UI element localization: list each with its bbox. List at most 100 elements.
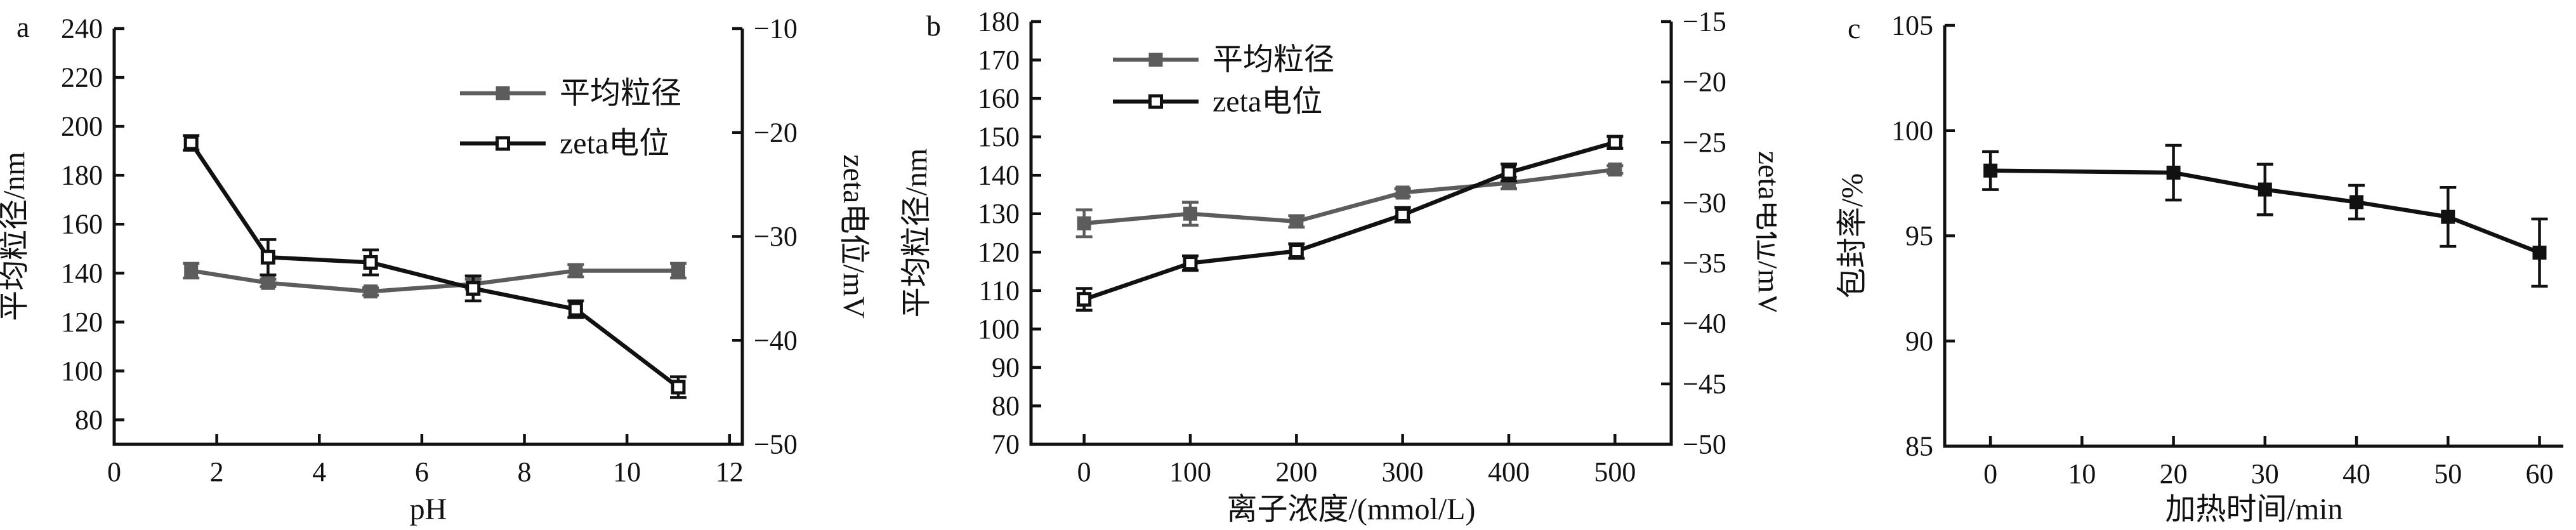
y-right-tick-label: −50 — [1683, 429, 1726, 460]
data-point — [2349, 195, 2364, 209]
x-tick-label: 0 — [107, 456, 121, 487]
y-left-tick-label: 140 — [978, 160, 1020, 191]
y-left-tick-label: 70 — [992, 429, 1020, 460]
x-tick-label: 0 — [1077, 456, 1091, 487]
x-tick-label: 300 — [1382, 456, 1424, 487]
data-point — [568, 301, 583, 317]
y-right-axis-title: zeta电位/mV — [837, 154, 871, 319]
series-line — [189, 142, 680, 389]
panel-a-chart: a80100120140160180200220240−50−40−30−20−… — [0, 11, 871, 526]
data-point — [1077, 216, 1091, 230]
axis-frame — [1943, 25, 2563, 448]
y-left-tick-label: 130 — [978, 198, 1020, 229]
y-right-tick-label: −20 — [754, 117, 798, 148]
x-axis-title: pH — [410, 493, 447, 526]
y-left-tick-label: 90 — [1905, 326, 1933, 357]
y-left-tick-label: 240 — [61, 13, 103, 44]
y-left-tick-label: 160 — [61, 209, 103, 240]
data-point — [1983, 163, 1998, 178]
y-left-tick-label: 180 — [978, 6, 1020, 37]
data-point — [184, 263, 199, 278]
y-left-axis-title: 平均粒径/nm — [900, 149, 933, 318]
y-left-tick-label: 140 — [61, 258, 103, 289]
y-left-tick-label: 85 — [1905, 431, 1933, 462]
y-left-tick-label: 180 — [61, 160, 103, 191]
series-zeta — [1075, 135, 1624, 312]
series-zeta — [183, 134, 687, 399]
y-left-tick-label: 100 — [978, 314, 1020, 345]
y-left-tick-label: 200 — [61, 111, 103, 142]
data-point — [1183, 206, 1197, 221]
panel-a: a 80 100 120 140 160 180 200 220 240 −50 −40 −30 −20−… — [0, 0, 888, 530]
panel-letter: b — [926, 10, 941, 42]
y-right-tick-label: −40 — [754, 325, 798, 356]
y-right-tick-label: −20 — [1683, 67, 1726, 98]
data-point — [1395, 207, 1410, 222]
data-point — [466, 281, 481, 296]
x-tick-label: 0 — [1983, 458, 1997, 489]
y-left-axis-title: 包封率/% — [1836, 173, 1869, 298]
data-point — [2166, 166, 2181, 180]
data-point — [2532, 246, 2547, 260]
data-point — [261, 275, 275, 290]
y-left-tick-label: 95 — [1905, 220, 1933, 251]
legend-label: 平均粒径 — [560, 77, 681, 110]
y-right-tick-label: −30 — [1683, 187, 1726, 218]
x-tick-label: 20 — [2160, 458, 2188, 489]
data-point — [1395, 185, 1410, 200]
x-axis-title: 加热时间/min — [2165, 493, 2343, 526]
y-right-tick-label: −35 — [1683, 248, 1726, 279]
series-size — [1075, 162, 1624, 239]
data-point — [1183, 256, 1198, 271]
data-point — [1607, 135, 1622, 150]
y-left-tick-label: 120 — [978, 237, 1020, 268]
y-left-tick-label: 105 — [1891, 10, 1933, 41]
x-axis-title: 离子浓度/(mmol/L) — [1227, 493, 1476, 526]
panel-c: c 85 90 95 100 105 0 10 20 30 40 50 60 包封率/% 加热时间/min — [1777, 0, 2576, 530]
data-point — [671, 380, 686, 395]
data-point — [363, 255, 378, 270]
axis-frame — [1029, 22, 1673, 446]
y-left-tick-label: 120 — [61, 307, 103, 338]
panel-b-chart: b 70 80 90 100 110 120 130 140 150 160 170 180 −50 −45… — [900, 6, 1777, 527]
legend: 平均粒径 zeta电位 — [460, 77, 681, 161]
series-size — [1982, 143, 2548, 288]
data-point — [1077, 292, 1092, 307]
x-tick-label: 6 — [415, 456, 429, 487]
y-left-tick-label: 100 — [61, 355, 103, 387]
data-point — [260, 249, 275, 265]
x-tick-label: 60 — [2526, 458, 2554, 489]
panel-b: b 70 80 90 100 110 120 130 140 150 160 170 180 −50 −45… — [888, 0, 1777, 530]
y-right-tick-label: −40 — [1683, 308, 1726, 339]
data-point — [2257, 182, 2272, 197]
data-point — [2441, 209, 2455, 224]
x-tick-label: 10 — [2068, 458, 2096, 489]
y-left-tick-label: 110 — [979, 275, 1020, 306]
x-tick-label: 500 — [1594, 456, 1636, 487]
data-point — [183, 135, 199, 150]
x-tick-label: 400 — [1488, 456, 1530, 487]
legend-marker — [496, 136, 510, 151]
y-left-tick-label: 100 — [1891, 115, 1933, 146]
x-tick-label: 200 — [1275, 456, 1317, 487]
x-tick-label: 10 — [613, 456, 641, 487]
legend-label: zeta电位 — [560, 127, 669, 161]
legend-marker — [496, 86, 510, 100]
x-tick-label: 12 — [716, 456, 744, 487]
x-tick-label: 40 — [2343, 458, 2370, 489]
x-tick-label: 50 — [2434, 458, 2462, 489]
x-tick-label: 8 — [518, 456, 532, 487]
y-right-tick-label: −45 — [1683, 368, 1726, 399]
data-point — [1289, 214, 1304, 229]
y-right-tick-label: −15 — [1683, 6, 1726, 37]
series-line — [1083, 140, 1616, 301]
x-tick-label: 30 — [2251, 458, 2279, 489]
y-right-tick-label: −30 — [754, 221, 798, 252]
data-point — [671, 263, 685, 278]
y-right-tick-label: −50 — [754, 429, 798, 460]
y-left-tick-label: 160 — [978, 83, 1020, 114]
x-tick-label: 100 — [1169, 456, 1211, 487]
y-left-tick-label: 90 — [992, 352, 1020, 383]
data-point — [1608, 162, 1622, 177]
